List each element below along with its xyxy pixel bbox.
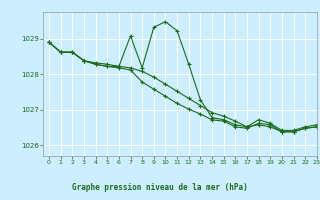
Text: Graphe pression niveau de la mer (hPa): Graphe pression niveau de la mer (hPa) <box>72 183 248 192</box>
